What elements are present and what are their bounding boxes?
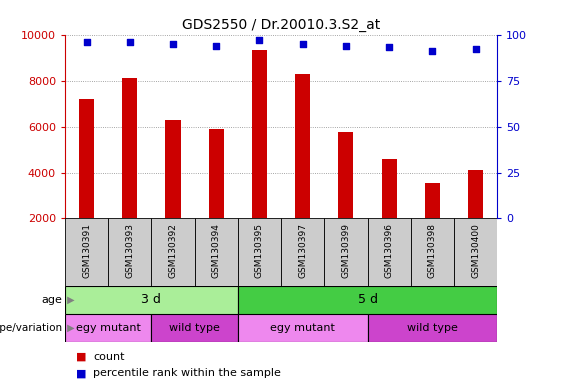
Bar <box>208 129 224 265</box>
Bar <box>367 218 411 286</box>
Text: ▶: ▶ <box>64 295 75 305</box>
Text: GSM130394: GSM130394 <box>212 223 221 278</box>
Bar <box>65 314 151 342</box>
Text: GSM130391: GSM130391 <box>82 223 91 278</box>
Text: GSM130393: GSM130393 <box>125 223 134 278</box>
Text: GSM130395: GSM130395 <box>255 223 264 278</box>
Bar <box>252 50 267 265</box>
Point <box>82 39 91 45</box>
Bar <box>281 218 324 286</box>
Text: ▶: ▶ <box>64 323 75 333</box>
Text: egy mutant: egy mutant <box>76 323 141 333</box>
Bar <box>411 218 454 286</box>
Bar <box>338 132 354 265</box>
Bar <box>454 218 497 286</box>
Bar <box>468 170 483 265</box>
Bar <box>151 218 194 286</box>
Bar <box>151 314 238 342</box>
Text: 5 d: 5 d <box>358 293 377 306</box>
Text: GSM130399: GSM130399 <box>341 223 350 278</box>
Text: egy mutant: egy mutant <box>270 323 335 333</box>
Text: GSM130398: GSM130398 <box>428 223 437 278</box>
Bar <box>324 218 368 286</box>
Point <box>212 43 221 49</box>
Text: GSM130400: GSM130400 <box>471 223 480 278</box>
Bar <box>425 183 440 265</box>
Bar <box>122 78 137 265</box>
Text: count: count <box>93 351 125 362</box>
Bar <box>238 314 368 342</box>
Text: wild type: wild type <box>169 323 220 333</box>
Point <box>385 45 394 51</box>
Bar <box>381 159 397 265</box>
Text: age: age <box>41 295 62 305</box>
Text: ■: ■ <box>76 368 87 379</box>
Bar <box>194 218 238 286</box>
Bar <box>65 218 108 286</box>
Bar <box>238 286 497 314</box>
Point <box>298 41 307 47</box>
Bar <box>295 74 310 265</box>
Title: GDS2550 / Dr.20010.3.S2_at: GDS2550 / Dr.20010.3.S2_at <box>182 18 380 32</box>
Point <box>341 43 350 49</box>
Point <box>125 39 134 45</box>
Point <box>471 46 480 52</box>
Bar <box>108 218 151 286</box>
Bar <box>367 314 497 342</box>
Text: ■: ■ <box>76 351 87 362</box>
Bar <box>166 120 181 265</box>
Text: GSM130392: GSM130392 <box>168 223 177 278</box>
Text: GSM130397: GSM130397 <box>298 223 307 278</box>
Point <box>255 37 264 43</box>
Text: genotype/variation: genotype/variation <box>0 323 62 333</box>
Bar <box>65 286 238 314</box>
Text: wild type: wild type <box>407 323 458 333</box>
Point <box>428 48 437 54</box>
Bar <box>79 99 94 265</box>
Point <box>168 41 177 47</box>
Bar <box>238 218 281 286</box>
Text: GSM130396: GSM130396 <box>385 223 394 278</box>
Text: 3 d: 3 d <box>141 293 162 306</box>
Text: percentile rank within the sample: percentile rank within the sample <box>93 368 281 379</box>
